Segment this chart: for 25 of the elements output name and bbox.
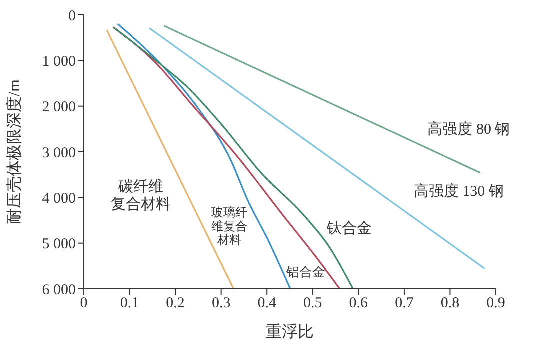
x-axis-title: 重浮比: [266, 323, 314, 341]
x-tick-label: 0: [80, 296, 88, 312]
series-label: 铝合金: [286, 264, 326, 280]
y-axis-title: 耐压壳体极限深度/m: [6, 79, 24, 224]
y-tick-label: 2 000: [42, 100, 76, 116]
series-label: 高强度 130 钢: [414, 184, 504, 201]
x-tick-label: 0.1: [120, 296, 140, 312]
series-label: 碳纤维复合材料: [110, 179, 171, 214]
y-tick-label: 5 000: [42, 236, 76, 253]
x-tick-label: 0.9: [486, 296, 506, 312]
x-tick-label: 0.6: [349, 296, 369, 312]
x-tick-label: 0.4: [258, 296, 277, 312]
x-tick-label: 0.7: [395, 296, 414, 312]
x-tick-label: 0.2: [166, 296, 185, 312]
series-label: 玻璃纤维复合材料: [212, 205, 248, 247]
x-tick-label: 0.8: [440, 296, 460, 312]
y-tick-label: 1 000: [42, 54, 76, 70]
x-tick-label: 0.3: [212, 296, 231, 312]
y-tick-label: 0: [68, 8, 76, 24]
y-tick-label: 3 000: [42, 145, 76, 162]
x-tick-label: 0.5: [304, 296, 322, 312]
y-tick-label: 4 000: [42, 190, 76, 207]
y-tick-label: 6 000: [42, 282, 76, 298]
series-label: 高强度 80 钢: [428, 121, 510, 138]
series-label: 钛合金: [326, 220, 372, 238]
